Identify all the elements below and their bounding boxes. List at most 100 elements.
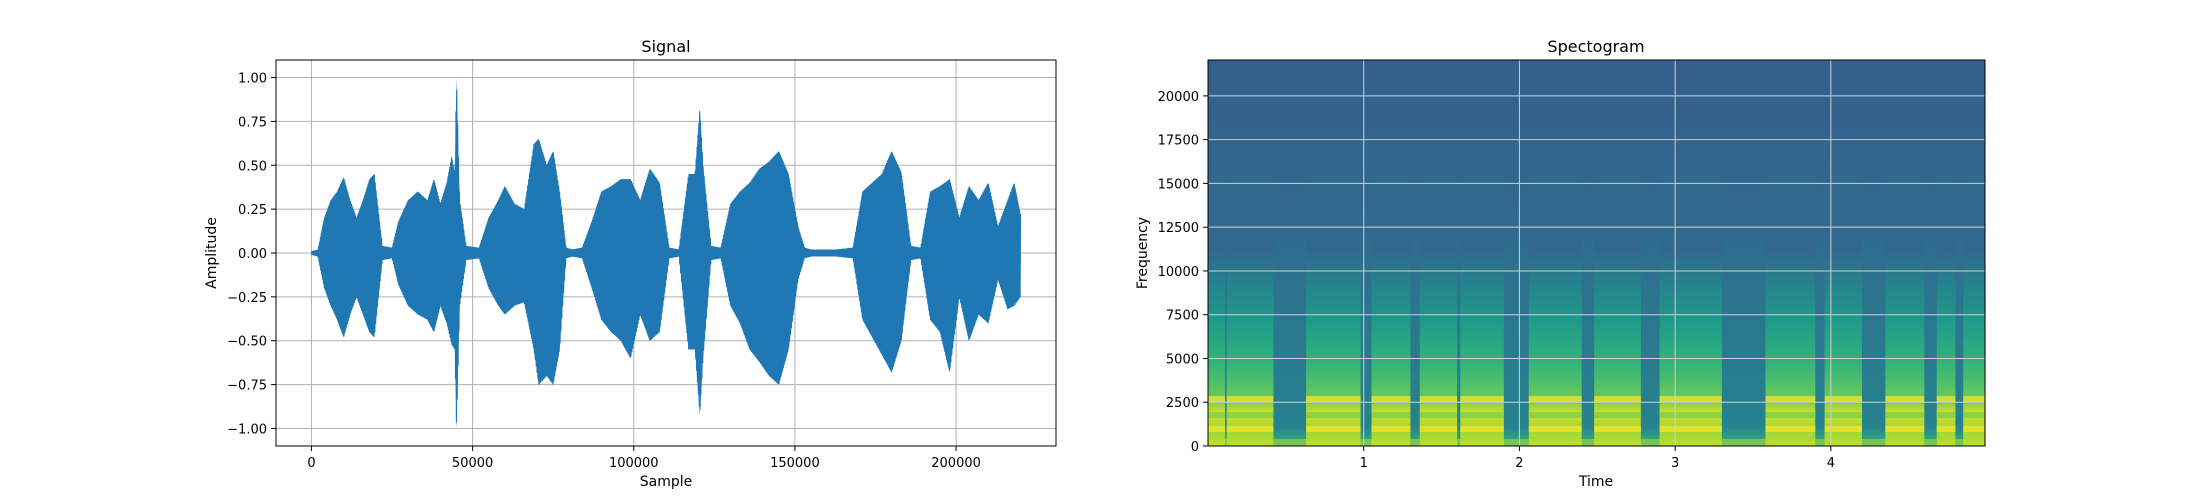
spectrogram-formant-band bbox=[1371, 425, 1411, 432]
spectrogram-plot-frame bbox=[1207, 59, 1986, 447]
spectrogram-formant-band bbox=[1963, 396, 1985, 403]
signal-y-tick-label: 0.25 bbox=[238, 203, 267, 218]
signal-chart-title: Signal bbox=[641, 37, 690, 56]
spectrogram-y-tick-label: 20000 bbox=[1158, 90, 1199, 105]
spectrogram-formant-band bbox=[1371, 396, 1411, 403]
spectrogram-formant-band bbox=[1963, 425, 1985, 432]
spectrogram-formant-band bbox=[1208, 396, 1226, 403]
signal-y-tick-label: −0.50 bbox=[227, 335, 267, 350]
spectrogram-x-tick-label: 4 bbox=[1827, 456, 1835, 471]
signal-x-axis: 0 50000 100000 150000 200000 bbox=[307, 446, 981, 471]
spectrogram-voiced-segment bbox=[1963, 174, 1985, 446]
spectrogram-voiced-segment bbox=[1594, 174, 1641, 446]
spectrogram-y-tick-label: 5000 bbox=[1166, 352, 1199, 367]
spectrogram-formant-band bbox=[1306, 396, 1361, 403]
signal-y-tick-label: 0.50 bbox=[238, 159, 267, 174]
signal-x-axis-label: Sample bbox=[640, 474, 693, 490]
spectrogram-formant-band bbox=[1528, 396, 1582, 403]
spectrogram-voiced-segment bbox=[1528, 174, 1582, 446]
spectrogram-formant-band bbox=[1371, 411, 1411, 418]
spectrogram-formant-band bbox=[1460, 396, 1504, 403]
spectrogram-formant-band bbox=[1659, 411, 1722, 418]
spectrogram-voiced-segment bbox=[1226, 174, 1274, 446]
spectrogram-formant-band bbox=[1885, 396, 1925, 403]
spectrogram-image bbox=[1208, 60, 1985, 446]
spectrogram-formant-band bbox=[1936, 425, 1956, 432]
spectrogram-formant-band bbox=[1659, 425, 1722, 432]
spectrogram-x-tick-label: 2 bbox=[1515, 456, 1523, 471]
spectrogram-x-tick-label: 3 bbox=[1671, 456, 1679, 471]
spectrogram-voiced-segment bbox=[1659, 174, 1722, 446]
spectrogram-voiced-segment bbox=[1419, 174, 1458, 446]
signal-y-tick-label: 0.75 bbox=[238, 115, 267, 130]
spectrogram-grid bbox=[1208, 60, 1985, 447]
spectrogram-y-tick-label: 2500 bbox=[1166, 396, 1199, 411]
spectrogram-formant-band bbox=[1208, 411, 1226, 418]
spectrogram-formant-band bbox=[1226, 425, 1274, 432]
spectrogram-formant-band bbox=[1824, 425, 1862, 432]
spectrogram-voiced-segment bbox=[1885, 174, 1925, 446]
spectrogram-formant-band bbox=[1460, 425, 1504, 432]
spectrogram-y-tick-label: 10000 bbox=[1158, 265, 1199, 280]
spectrogram-formant-band bbox=[1885, 425, 1925, 432]
spectrogram-voiced-segment bbox=[1936, 174, 1956, 446]
signal-waveform-envelope bbox=[311, 77, 1021, 429]
spectrogram-formant-band bbox=[1419, 411, 1458, 418]
spectrogram-y-tick-label: 7500 bbox=[1166, 309, 1199, 324]
spectrogram-formant-band bbox=[1824, 411, 1862, 418]
spectrogram-formant-band bbox=[1419, 396, 1458, 403]
spectrogram-formant-band bbox=[1306, 411, 1361, 418]
spectrogram-x-axis: 1 2 3 4 bbox=[1360, 446, 1835, 471]
spectrogram-formant-band bbox=[1824, 396, 1862, 403]
spectrogram-voiced-segment bbox=[1306, 174, 1361, 446]
spectrogram-formant-band bbox=[1226, 396, 1274, 403]
signal-chart: Signal 0 50000 100000 150000 200000 −1.00 −0.… bbox=[204, 37, 1057, 490]
spectrogram-formant-band bbox=[1419, 425, 1458, 432]
spectrogram-formant-band bbox=[1528, 425, 1582, 432]
spectrogram-formant-band bbox=[1528, 411, 1582, 418]
spectrogram-formant-band bbox=[1936, 411, 1956, 418]
signal-y-axis: −1.00 −0.75 −0.50 −0.25 0.00 0.25 0.50 0.75 1.00 bbox=[227, 72, 276, 437]
signal-x-tick-label: 200000 bbox=[931, 456, 981, 471]
spectrogram-formant-band bbox=[1765, 411, 1816, 418]
spectrogram-formant-band bbox=[1594, 396, 1641, 403]
spectrogram-x-axis-label: Time bbox=[1578, 474, 1613, 490]
spectrogram-formant-band bbox=[1208, 425, 1226, 432]
spectrogram-voiced-segment bbox=[1371, 174, 1411, 446]
spectrogram-voiced-segment bbox=[1460, 174, 1504, 446]
spectrogram-low-band bbox=[1208, 438, 1985, 446]
spectrogram-chart: Spectogram bbox=[1135, 37, 1986, 490]
spectrogram-formant-band bbox=[1885, 411, 1925, 418]
spectrogram-formant-band bbox=[1765, 425, 1816, 432]
spectrogram-formant-band bbox=[1765, 396, 1816, 403]
spectrogram-voiced-segment bbox=[1824, 174, 1862, 446]
signal-y-tick-label: −0.25 bbox=[227, 291, 267, 306]
signal-x-tick-label: 50000 bbox=[452, 456, 493, 471]
spectrogram-y-axis: 0 2500 5000 7500 10000 12500 15000 17500 20000 bbox=[1158, 90, 1208, 455]
signal-y-tick-label: −1.00 bbox=[227, 422, 267, 437]
spectrogram-formant-band bbox=[1659, 396, 1722, 403]
signal-x-tick-label: 150000 bbox=[770, 456, 820, 471]
spectrogram-formant-band bbox=[1594, 425, 1641, 432]
signal-y-tick-label: 0.00 bbox=[238, 247, 267, 262]
spectrogram-voiced-segment bbox=[1208, 174, 1226, 446]
spectrogram-title: Spectogram bbox=[1547, 37, 1644, 56]
spectrogram-formant-band bbox=[1936, 396, 1956, 403]
spectrogram-formant-band bbox=[1460, 411, 1504, 418]
spectrogram-voiced-segment bbox=[1765, 174, 1816, 446]
spectrogram-formant-band bbox=[1963, 411, 1985, 418]
signal-y-tick-label: 1.00 bbox=[238, 72, 267, 87]
spectrogram-formant-band bbox=[1306, 425, 1361, 432]
signal-x-tick-label: 0 bbox=[307, 456, 315, 471]
spectrogram-y-axis-label: Frequency bbox=[1135, 217, 1151, 289]
spectrogram-y-tick-label: 17500 bbox=[1158, 134, 1199, 149]
spectrogram-formant-band bbox=[1226, 411, 1274, 418]
spectrogram-y-tick-label: 15000 bbox=[1158, 177, 1199, 192]
signal-y-tick-label: −0.75 bbox=[227, 379, 267, 394]
signal-y-axis-label: Amplitude bbox=[204, 217, 220, 289]
spectrogram-formant-band bbox=[1594, 411, 1641, 418]
spectrogram-x-tick-label: 1 bbox=[1360, 456, 1368, 471]
signal-x-tick-label: 100000 bbox=[609, 456, 659, 471]
spectrogram-y-tick-label: 12500 bbox=[1158, 221, 1199, 236]
